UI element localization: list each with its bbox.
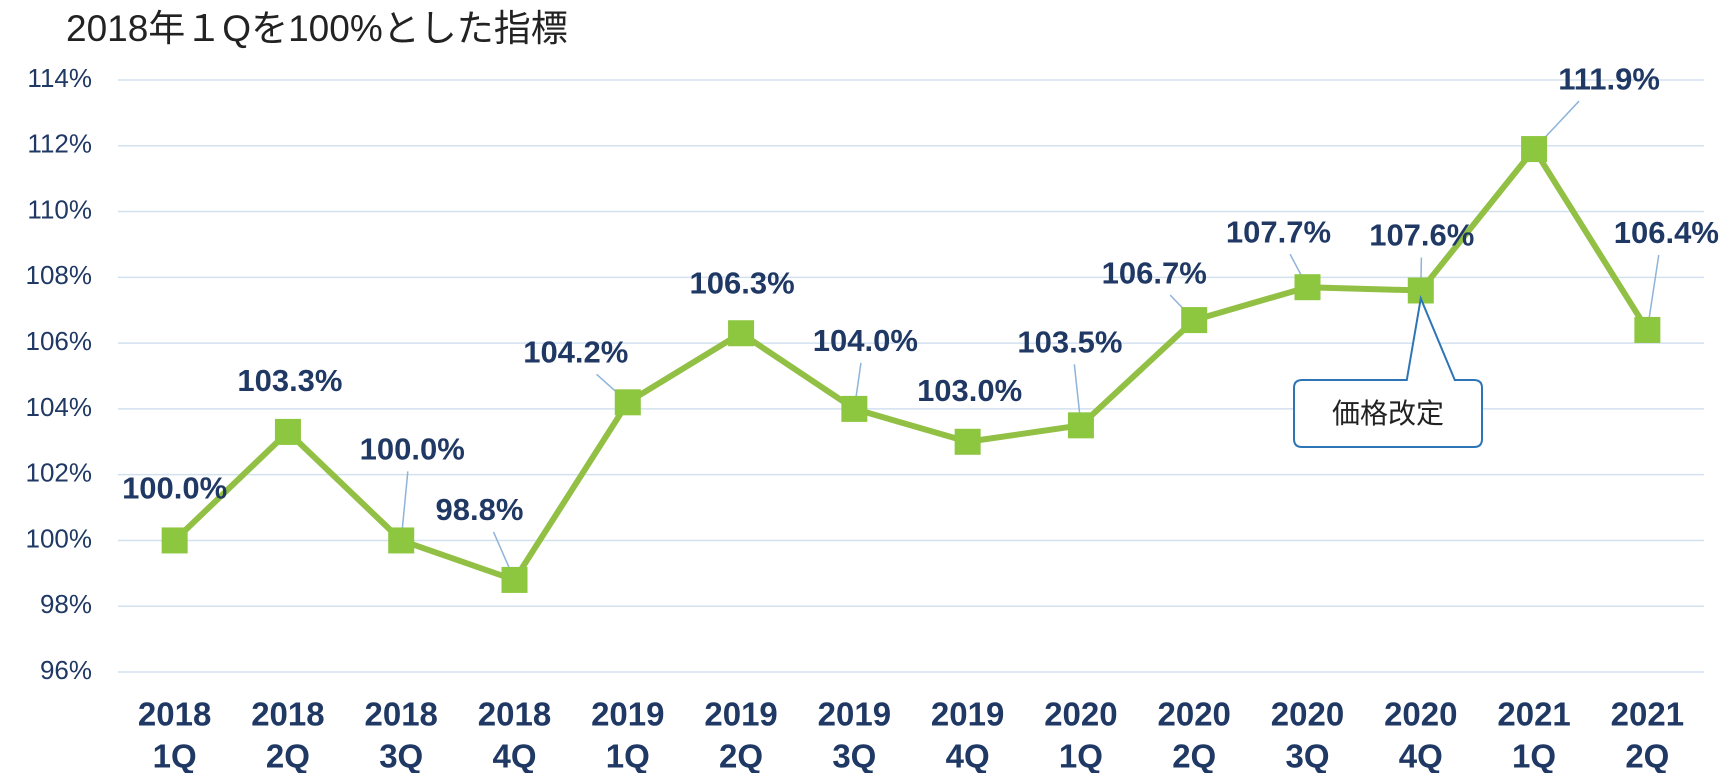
data-label: 106.4% <box>1614 215 1719 250</box>
marker <box>1521 136 1548 163</box>
x-tick-label: 1Q <box>1512 738 1556 773</box>
y-tick-label: 112% <box>27 129 92 159</box>
marker <box>388 527 415 554</box>
marker <box>161 527 188 554</box>
data-line <box>172 146 1650 583</box>
x-tick-label: 2018 <box>138 696 211 733</box>
marker <box>274 418 301 445</box>
data-label: 103.5% <box>1017 325 1122 360</box>
marker <box>1181 307 1208 334</box>
data-label: 98.8% <box>436 492 524 527</box>
data-label: 103.3% <box>237 363 342 398</box>
x-tick-label: 2019 <box>931 696 1004 733</box>
marker <box>728 320 755 347</box>
x-tick-label: 2018 <box>365 696 438 733</box>
data-label: 104.2% <box>523 334 628 369</box>
x-tick-label: 2019 <box>704 696 777 733</box>
x-tick-label: 2021 <box>1497 696 1570 733</box>
x-tick-label: 2020 <box>1384 696 1457 733</box>
y-tick-label: 108% <box>26 260 93 290</box>
data-label: 111.9% <box>1558 61 1660 96</box>
y-tick-label: 98% <box>40 589 92 619</box>
x-tick-label: 2Q <box>266 738 310 773</box>
x-tick-label: 2018 <box>478 696 551 733</box>
y-tick-label: 106% <box>26 326 93 356</box>
data-label: 106.3% <box>690 265 795 300</box>
x-tick-label: 2019 <box>591 696 664 733</box>
data-label: 100.0% <box>122 471 227 506</box>
y-tick-label: 110% <box>27 194 92 224</box>
x-tick-label: 1Q <box>606 738 650 773</box>
chart-title: 2018年１Qを100%とした指標 <box>66 8 568 49</box>
x-tick-label: 2021 <box>1611 696 1684 733</box>
x-tick-label: 2018 <box>251 696 324 733</box>
data-label: 104.0% <box>813 323 918 358</box>
marker <box>1294 274 1321 301</box>
x-tick-label: 1Q <box>1059 738 1103 773</box>
marker <box>1067 412 1094 439</box>
y-tick-label: 114% <box>27 63 92 93</box>
marker <box>614 389 641 416</box>
x-tick-label: 2Q <box>1172 738 1216 773</box>
marker <box>841 395 868 422</box>
x-tick-label: 4Q <box>1399 738 1443 773</box>
x-tick-label: 3Q <box>832 738 876 773</box>
x-tick-label: 2020 <box>1271 696 1344 733</box>
x-tick-label: 2Q <box>719 738 763 773</box>
x-tick-label: 4Q <box>946 738 990 773</box>
x-tick-label: 2020 <box>1158 696 1231 733</box>
marker <box>501 566 528 593</box>
callout-box <box>1293 294 1483 448</box>
data-label: 106.7% <box>1102 255 1207 290</box>
marker <box>954 428 981 455</box>
x-tick-label: 2Q <box>1625 738 1669 773</box>
y-tick-label: 102% <box>26 458 93 488</box>
x-tick-label: 4Q <box>492 738 536 773</box>
marker <box>1634 316 1661 343</box>
data-label: 103.0% <box>917 373 1022 408</box>
x-tick-label: 3Q <box>379 738 423 773</box>
y-tick-label: 100% <box>26 523 93 553</box>
data-label: 107.7% <box>1226 214 1331 249</box>
y-tick-label: 96% <box>40 655 92 685</box>
x-tick-label: 3Q <box>1285 738 1329 773</box>
data-label: 107.6% <box>1369 218 1474 253</box>
x-tick-label: 2019 <box>818 696 891 733</box>
x-tick-label: 2020 <box>1044 696 1117 733</box>
annotation: 価格改定 <box>1332 398 1444 429</box>
data-label: 100.0% <box>360 432 465 467</box>
y-tick-label: 104% <box>26 392 93 422</box>
x-tick-label: 1Q <box>153 738 197 773</box>
